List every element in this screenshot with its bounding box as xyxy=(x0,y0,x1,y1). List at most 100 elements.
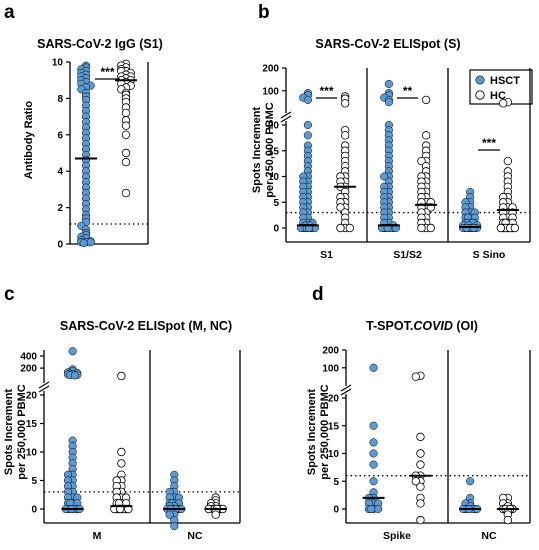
point-hc xyxy=(498,99,508,108)
ylabel-b-line2: per 250,000 PBMC xyxy=(264,102,276,197)
point-hc xyxy=(340,99,350,108)
point-hc xyxy=(416,482,425,491)
x-category-label: M xyxy=(93,530,102,542)
plot-a: 0 2 4 6 8 10 *** xyxy=(52,58,149,251)
ylabel-c-line1: Spots Increment xyxy=(3,389,15,476)
point-hsct xyxy=(303,131,312,140)
title-d-prefix: T-SPOT. xyxy=(366,319,413,333)
point-hc xyxy=(117,459,126,468)
point-hc xyxy=(121,130,131,139)
y-tick-label: 200 xyxy=(322,346,339,357)
point-hc xyxy=(417,156,426,166)
y-tick-label: 4 xyxy=(57,167,63,178)
y-tick-label: 10 xyxy=(268,172,280,183)
significance-label: *** xyxy=(482,136,496,150)
y-tick-label: 0 xyxy=(31,505,37,516)
significance-label: *** xyxy=(100,65,114,79)
y-tick-label: 200 xyxy=(20,364,37,375)
point-hc xyxy=(117,371,126,381)
point-hc xyxy=(345,223,354,233)
y-tick-label: 100 xyxy=(262,86,279,97)
point-hsct xyxy=(469,223,478,233)
point-hc xyxy=(411,372,420,381)
point-hsct xyxy=(367,504,376,514)
point-hsct xyxy=(70,371,80,380)
plot-b: 0 5 10 15 20 100 200 S1 *** S1/S2 ** S Sino *** xyxy=(262,64,531,261)
point-hsct xyxy=(369,438,378,447)
title-b: SARS-CoV-2 ELISpot (S) xyxy=(315,37,460,51)
point-hc xyxy=(336,223,345,233)
y-tick-label: 15 xyxy=(26,419,38,430)
y-tick-label: 0 xyxy=(273,224,279,235)
y-tick-label: 10 xyxy=(52,58,64,69)
point-hc xyxy=(121,108,131,118)
point-hsct xyxy=(384,79,393,88)
point-hsct xyxy=(79,239,88,248)
y-tick-label: 5 xyxy=(31,476,37,487)
point-hc xyxy=(503,515,513,525)
y-tick-label: 15 xyxy=(328,421,340,432)
x-category-label: S1/S2 xyxy=(393,249,422,261)
point-hc xyxy=(416,499,425,508)
point-hc xyxy=(416,515,425,525)
y-tick-label: 2 xyxy=(57,203,63,214)
axis-break-gap xyxy=(281,113,291,121)
axis-break-slash xyxy=(280,111,292,119)
y-tick-label: 20 xyxy=(268,121,280,132)
y-tick-label: 5 xyxy=(333,477,339,488)
axis-break-slash xyxy=(280,115,292,123)
point-hc xyxy=(336,203,345,212)
point-hsct xyxy=(369,363,378,372)
x-category-label: S1 xyxy=(320,249,333,261)
axis-break-gap xyxy=(341,386,351,394)
point-hsct xyxy=(466,477,475,486)
y-tick-label: 20 xyxy=(26,391,38,402)
point-hc xyxy=(426,223,435,233)
panel-letter-c: c xyxy=(4,284,15,305)
axis-break-slash xyxy=(340,388,352,396)
point-hc xyxy=(417,223,426,233)
point-hc xyxy=(496,223,506,233)
title-d-italic: COVID xyxy=(413,319,453,333)
plot-d: 0 5 10 15 20 100 200 Spike NC xyxy=(322,346,531,542)
y-tick-label: 10 xyxy=(26,448,38,459)
y-tick-label: 100 xyxy=(322,363,339,374)
x-category-label: NC xyxy=(187,530,203,542)
axis-break-gap xyxy=(39,383,49,391)
title-d-suffix: (OI) xyxy=(453,319,478,333)
x-category-label: Spike xyxy=(383,530,411,542)
point-hc xyxy=(411,477,420,486)
point-hc xyxy=(121,188,131,198)
legend-hsct-label: HSCT xyxy=(490,75,520,87)
point-hc xyxy=(340,131,350,140)
point-hc xyxy=(421,131,431,140)
point-hsct xyxy=(369,460,378,469)
point-hsct xyxy=(303,120,312,130)
point-hsct xyxy=(369,421,378,430)
ylabel-d-line2: per 250,000 PBMC xyxy=(319,384,331,479)
ylabel-c-line2: per 250,000 PBMC xyxy=(16,384,28,479)
point-hsct xyxy=(165,510,174,519)
point-hc xyxy=(121,157,131,167)
point-hsct xyxy=(170,522,179,531)
legend-hc-marker xyxy=(475,90,485,100)
ylabel-d-line1: Spots Increment xyxy=(306,389,318,476)
y-tick-label: 5 xyxy=(273,198,279,209)
point-hc xyxy=(117,447,126,457)
significance-label: ** xyxy=(403,84,413,98)
legend-hc-label: HC xyxy=(490,90,506,102)
point-hc xyxy=(416,460,425,469)
point-hsct xyxy=(380,172,389,181)
point-hc xyxy=(211,510,220,519)
x-category-label: NC xyxy=(481,530,497,542)
point-hsct xyxy=(369,449,378,458)
point-hsct xyxy=(68,347,77,356)
point-hc xyxy=(510,223,520,233)
axis-break-slash xyxy=(38,385,50,393)
y-tick-label: 10 xyxy=(328,449,340,460)
y-tick-label: 20 xyxy=(328,394,340,405)
x-category-label: S Sino xyxy=(473,249,506,261)
y-tick-label: 400 xyxy=(20,352,37,363)
